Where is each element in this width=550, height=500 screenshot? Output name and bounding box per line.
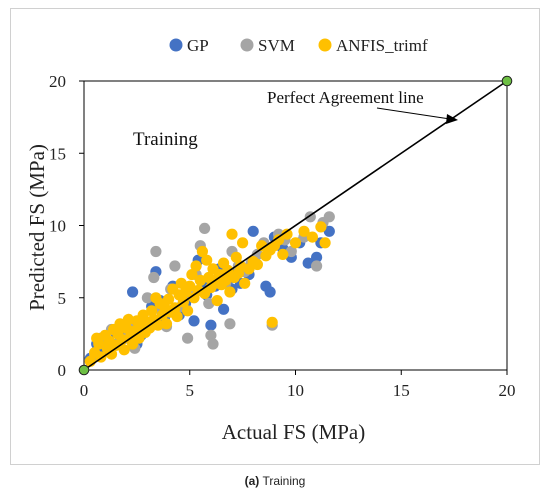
axes-group: 0 5 10 15 20 0 5 10 15 20 — [49, 72, 516, 400]
data-point-gp — [264, 286, 276, 298]
data-point-anfis_trimf — [298, 225, 310, 237]
data-point-anfis_trimf — [226, 228, 238, 240]
data-point-anfis_trimf — [266, 316, 278, 328]
data-point-gp — [302, 257, 314, 269]
data-point-anfis_trimf — [230, 251, 242, 263]
perfect-agreement-line — [83, 80, 508, 371]
data-point-anfis_trimf — [306, 231, 318, 243]
data-point-svm — [285, 245, 297, 258]
legend-marker-gp — [169, 38, 183, 52]
data-point-svm — [169, 260, 181, 272]
caption-label: (a) — [244, 474, 260, 488]
data-point-svm — [205, 329, 217, 341]
data-point-svm — [207, 338, 219, 350]
training-annotation: Training — [133, 129, 198, 150]
data-point-svm — [224, 318, 236, 330]
data-point-anfis_trimf — [190, 260, 202, 272]
data-point-anfis_trimf — [171, 310, 183, 323]
data-point-anfis_trimf — [160, 318, 173, 330]
data-point-gp — [311, 251, 323, 263]
legend-marker-svm — [240, 38, 254, 52]
data-point-anfis_trimf — [239, 277, 251, 289]
y-tick-label: 20 — [49, 72, 66, 91]
x-axis-label: Actual FS (MPa) — [222, 420, 366, 444]
data-point-anfis_trimf — [281, 228, 293, 240]
data-point-anfis_trimf — [251, 258, 263, 271]
legend-label-svm: SVM — [258, 36, 295, 55]
data-point-anfis_trimf — [194, 274, 206, 286]
data-point-svm — [141, 292, 153, 304]
data-point-anfis_trimf — [152, 319, 164, 331]
data-point-anfis_trimf — [105, 348, 118, 360]
legend-marker-anfis_trimf — [318, 38, 332, 52]
figure-caption: (a) Training — [0, 474, 550, 488]
reference-line-start-marker — [78, 364, 90, 376]
y-tick-label: 15 — [49, 144, 66, 163]
data-point-anfis_trimf — [186, 269, 198, 281]
data-point-anfis_trimf — [224, 286, 236, 298]
x-tick-label: 20 — [499, 381, 516, 400]
y-tick-label: 10 — [49, 217, 66, 236]
scatter-chart: 0 5 10 15 20 0 5 10 15 20 Actual FS (MPa) Predicte… — [25, 36, 516, 444]
data-point-anfis_trimf — [211, 295, 223, 307]
data-point-anfis_trimf — [120, 322, 132, 334]
reference-line-end-marker — [501, 75, 513, 87]
data-point-gp — [205, 319, 217, 331]
data-point-anfis_trimf — [319, 237, 331, 249]
data-point-gp — [188, 315, 200, 327]
data-point-gp — [218, 303, 230, 315]
data-point-anfis_trimf — [118, 344, 130, 356]
data-point-anfis_trimf — [220, 274, 232, 286]
data-point-anfis_trimf — [196, 245, 208, 258]
data-point-anfis_trimf — [201, 254, 213, 266]
x-tick-label: 15 — [393, 381, 410, 400]
data-point-svm — [323, 211, 335, 223]
data-point-anfis_trimf — [163, 293, 175, 305]
chart-frame — [10, 8, 540, 465]
legend-label-anfis_trimf: ANFIS_trimf — [336, 36, 428, 55]
data-point-anfis_trimf — [315, 221, 327, 233]
data-point-anfis_trimf — [237, 237, 249, 249]
perfect-agreement-annotation: Perfect Agreement line — [267, 88, 424, 107]
y-axis-label: Predicted FS (MPa) — [25, 144, 49, 311]
data-point-svm — [148, 271, 160, 284]
x-tick-label: 5 — [186, 381, 195, 400]
data-point-anfis_trimf — [273, 234, 285, 246]
data-point-anfis_trimf — [146, 305, 158, 317]
data-point-anfis_trimf — [277, 248, 289, 260]
x-tick-label: 0 — [80, 381, 89, 400]
caption-text: Training — [262, 474, 306, 488]
data-point-anfis_trimf — [234, 260, 247, 272]
annotation-arrow-head — [446, 114, 458, 124]
reference-line-group — [78, 75, 513, 376]
y-tick-label: 5 — [58, 289, 67, 308]
data-point-svm — [150, 245, 162, 258]
data-point-anfis_trimf — [256, 240, 268, 252]
data-point-anfis_trimf — [182, 305, 194, 317]
data-point-svm — [182, 332, 194, 344]
text-group: Actual FS (MPa) Predicted FS (MPa) Trainin… — [25, 88, 458, 444]
y-tick-label: 0 — [58, 361, 67, 380]
data-points-group — [84, 211, 335, 367]
data-point-gp — [323, 225, 335, 237]
data-point-anfis_trimf — [289, 237, 302, 249]
legend-label-gp: GP — [187, 36, 209, 55]
data-point-gp — [127, 286, 139, 298]
data-point-svm — [203, 297, 215, 310]
data-point-anfis_trimf — [144, 322, 156, 334]
annotation-arrow-shaft — [376, 107, 451, 120]
legend: GP SVM ANFIS_trimf — [169, 36, 428, 55]
data-point-anfis_trimf — [184, 280, 196, 292]
data-point-gp — [247, 225, 259, 237]
x-tick-label: 10 — [287, 381, 304, 400]
data-point-anfis_trimf — [122, 313, 134, 325]
data-point-svm — [311, 260, 323, 272]
data-point-svm — [199, 222, 211, 234]
data-point-anfis_trimf — [175, 277, 187, 289]
data-point-anfis_trimf — [93, 338, 105, 350]
